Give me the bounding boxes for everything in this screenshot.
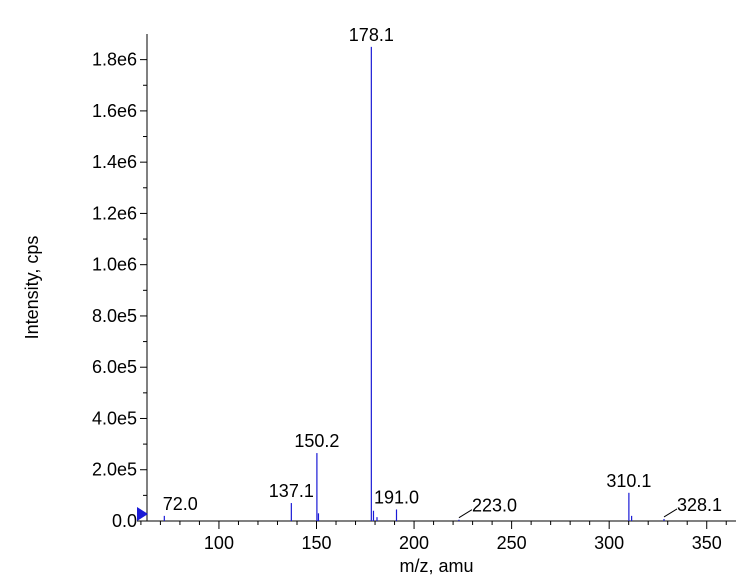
peak-label: 150.2 <box>294 431 339 451</box>
peak-labels-layer: 72.0 137.1 150.2 178.1 191.0 223.0 310.1 328.1 <box>163 25 722 519</box>
peak-label: 191.0 <box>374 487 419 507</box>
x-tick-label: 100 <box>204 533 234 553</box>
x-axis-start-marker-icon[interactable] <box>137 507 148 521</box>
y-tick-label: 1.6e6 <box>92 101 137 121</box>
peak-label-leader <box>663 508 678 518</box>
peak-label: 310.1 <box>606 471 651 491</box>
y-axis-title: Intensity, cps <box>22 236 42 340</box>
peak-label: 137.1 <box>269 481 314 501</box>
peak-label-leader <box>458 509 473 519</box>
y-tick-label: 6.0e5 <box>92 357 137 377</box>
x-axis-title: m/z, amu <box>399 556 473 576</box>
y-tick-label: 2.0e5 <box>92 460 137 480</box>
x-tick-label: 350 <box>692 533 722 553</box>
axes-layer: 100 150 200 250 300 350 0.0 2.0e5 4.0e5 6.0e5 8.0e… <box>92 34 736 553</box>
y-tick-label: 1.8e6 <box>92 50 137 70</box>
y-tick-label: 1.2e6 <box>92 203 137 223</box>
y-tick-label: 8.0e5 <box>92 306 137 326</box>
peak-label: 328.1 <box>677 495 722 515</box>
y-tick-label: 1.0e6 <box>92 255 137 275</box>
x-tick-label: 250 <box>497 533 527 553</box>
peak-label: 223.0 <box>472 496 517 516</box>
y-tick-label: 1.4e6 <box>92 152 137 172</box>
x-tick-label: 150 <box>301 533 331 553</box>
y-tick-label: 4.0e5 <box>92 408 137 428</box>
y-tick-label: 0.0 <box>112 511 137 531</box>
peak-label: 72.0 <box>163 494 198 514</box>
peaks-layer <box>163 46 665 521</box>
peak-label: 178.1 <box>349 25 394 45</box>
x-tick-label: 200 <box>399 533 429 553</box>
x-tick-label: 300 <box>594 533 624 553</box>
